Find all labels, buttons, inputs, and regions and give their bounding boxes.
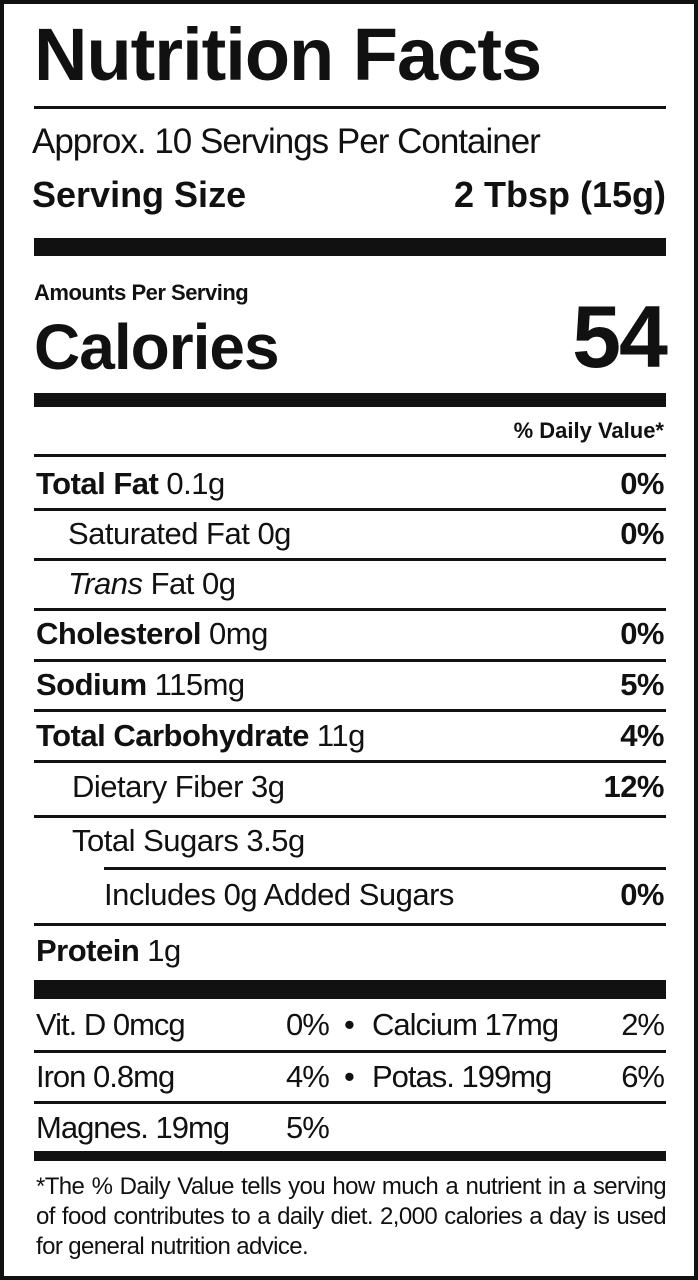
divider <box>34 923 666 926</box>
nutrient-dv: 0% <box>620 516 664 551</box>
divider <box>104 867 666 870</box>
serving-size-row: Serving Size 2 Tbsp (15g) <box>32 174 666 216</box>
vitamin-row: Magnes. 19mg 5% <box>36 1104 664 1150</box>
vitamin-row: Vit. D 0mcg 0% • Calcium 17mg 2% <box>36 1001 665 1047</box>
serving-size-value: 2 Tbsp (15g) <box>453 174 666 215</box>
nutrient-dv: 0% <box>620 466 664 501</box>
divider <box>34 659 666 662</box>
thick-divider <box>34 980 666 999</box>
divider <box>34 106 666 109</box>
vitamin-dv: 6% <box>621 1059 665 1094</box>
vitamin-dv: 0% <box>286 1007 330 1042</box>
servings-per-container: Approx. 10 Servings Per Container <box>32 122 541 161</box>
nutrient-amount: 11g <box>316 718 365 753</box>
divider <box>34 1101 666 1104</box>
nutrient-dv: 4% <box>620 718 664 753</box>
vitamin-name: Magnes. 19mg <box>36 1110 230 1145</box>
calories-label: Calories <box>34 311 280 383</box>
amounts-per-serving: Amounts Per Serving <box>34 280 249 305</box>
vitamin-name: Iron 0.8mg <box>36 1059 175 1094</box>
nutrient-dv: 12% <box>603 769 664 804</box>
nutrient-name: Total Fat <box>36 466 159 501</box>
nutrient-name: Total Sugars 3.5g <box>72 823 305 858</box>
nutrient-name: Dietary Fiber 3g <box>72 769 285 804</box>
nutrient-row-sodium: Sodium 115mg 5% <box>36 662 664 708</box>
footnote: *The % Daily Value tells you how much a … <box>36 1173 667 1260</box>
daily-value-header: % Daily Value* <box>513 418 664 443</box>
thick-divider <box>34 1151 666 1161</box>
vitamin-name: Vit. D 0mcg <box>36 1007 186 1042</box>
divider <box>34 815 666 818</box>
bullet: • <box>344 1007 355 1042</box>
nutrient-amount: 0mg <box>209 616 268 651</box>
thick-divider <box>34 393 666 407</box>
divider <box>34 709 666 712</box>
bullet: • <box>344 1059 355 1094</box>
nutrient-row-total-fat: Total Fat 0.1g 0% <box>36 461 664 507</box>
divider <box>34 454 666 457</box>
nutrient-name: Protein <box>36 933 140 968</box>
nutrient-name-italic: Trans <box>68 566 143 601</box>
vitamin-dv: 2% <box>621 1007 665 1042</box>
nutrient-name: Includes 0g Added Sugars <box>104 877 454 912</box>
nutrient-name: Total Carbohydrate <box>36 718 309 753</box>
nutrient-amount: 0.1g <box>166 466 225 501</box>
nutrient-name: Fat 0g <box>142 566 236 601</box>
nutrient-row-total-sugars: Total Sugars 3.5g <box>72 818 664 864</box>
serving-size-label: Serving Size <box>32 174 247 215</box>
nutrient-dv: 0% <box>620 877 664 912</box>
nutrient-name: Sodium <box>36 667 147 702</box>
nutrient-row-trans-fat: Trans Fat 0g <box>68 561 664 607</box>
nutrient-amount: 1g <box>147 933 181 968</box>
nutrient-row-dietary-fiber: Dietary Fiber 3g 12% <box>72 764 664 810</box>
vitamin-name: Potas. 199mg <box>372 1059 552 1094</box>
vitamin-row: Iron 0.8mg 4% • Potas. 199mg 6% <box>36 1053 665 1099</box>
vitamin-name: Calcium 17mg <box>372 1007 559 1042</box>
nutrient-row-protein: Protein 1g <box>36 928 664 974</box>
calories-value: 54 <box>572 287 668 386</box>
nutrient-dv: 0% <box>620 616 664 651</box>
divider <box>34 508 666 511</box>
nutrient-amount: 115mg <box>154 667 246 702</box>
vitamin-dv: 4% <box>286 1059 330 1094</box>
nutrient-row-added-sugars: Includes 0g Added Sugars 0% <box>104 872 664 918</box>
nutrient-row-total-carbohydrate: Total Carbohydrate 11g 4% <box>36 713 664 759</box>
divider <box>34 558 666 561</box>
nutrient-name: Cholesterol <box>36 616 202 651</box>
nutrient-row-saturated-fat: Saturated Fat 0g 0% <box>68 511 664 557</box>
nutrient-dv: 5% <box>620 667 664 702</box>
label-title: Nutrition Facts <box>34 13 542 96</box>
nutrient-row-cholesterol: Cholesterol 0mg 0% <box>36 611 664 657</box>
divider <box>34 608 666 611</box>
nutrient-name: Saturated Fat 0g <box>68 516 291 551</box>
thick-divider <box>34 238 666 256</box>
vitamin-dv: 5% <box>286 1110 330 1145</box>
divider <box>34 760 666 763</box>
divider <box>34 1050 666 1053</box>
